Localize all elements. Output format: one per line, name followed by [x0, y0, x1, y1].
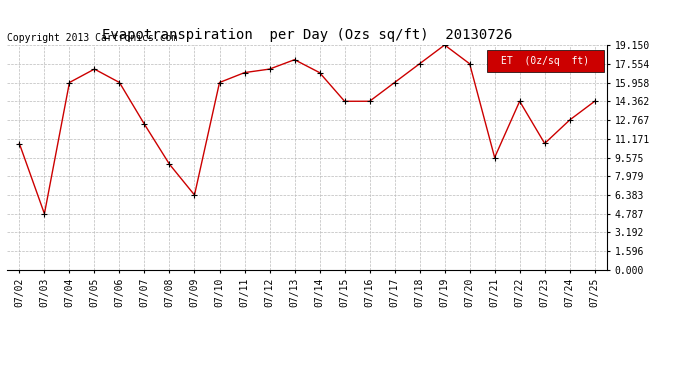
FancyBboxPatch shape [487, 50, 604, 72]
Title: Evapotranspiration  per Day (Ozs sq/ft)  20130726: Evapotranspiration per Day (Ozs sq/ft) 2… [102, 28, 512, 42]
Text: Copyright 2013 Cartronics.com: Copyright 2013 Cartronics.com [7, 33, 177, 43]
Text: ET  (0z/sq  ft): ET (0z/sq ft) [502, 56, 589, 66]
